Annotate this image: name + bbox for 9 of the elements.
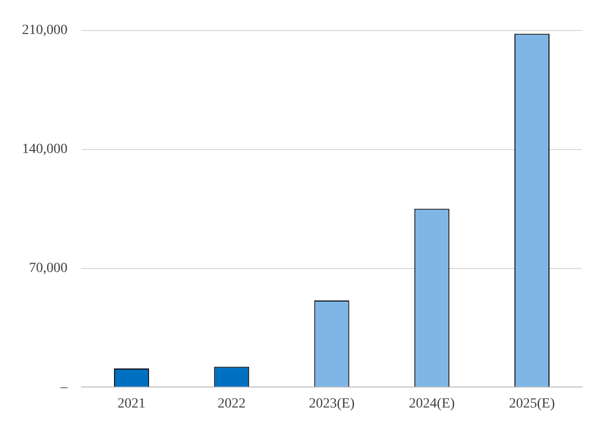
x-tick-label: 2021 [118, 396, 146, 412]
y-tick-label: 210,000 [22, 23, 68, 38]
x-tick-label: 2022 [218, 396, 246, 412]
x-tick-label: 2024(E) [408, 396, 456, 412]
x-tick-label: 2023(E) [308, 396, 356, 412]
y-tick-label: – [60, 380, 68, 395]
y-tick-label: 70,000 [29, 260, 68, 276]
x-tick-label: 2025(E) [509, 396, 556, 412]
y-tick-label: 140,000 [22, 142, 68, 158]
